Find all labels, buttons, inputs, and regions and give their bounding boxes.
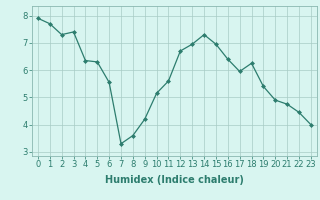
X-axis label: Humidex (Indice chaleur): Humidex (Indice chaleur) xyxy=(105,175,244,185)
